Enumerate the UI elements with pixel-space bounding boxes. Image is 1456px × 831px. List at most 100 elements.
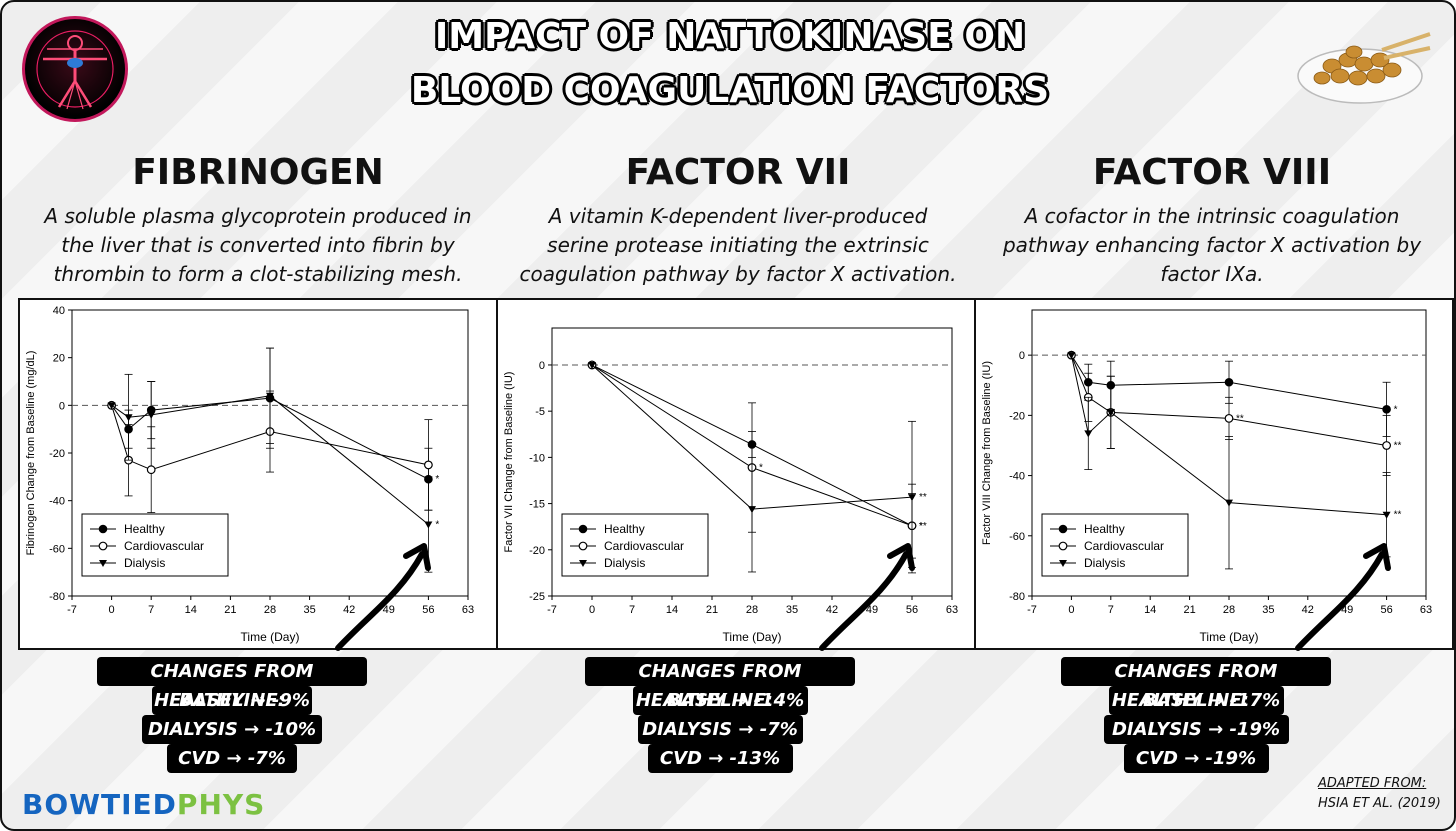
x-tick-label: 21 xyxy=(224,604,236,616)
curved-arrow-icon xyxy=(819,543,915,651)
y-tick-label: -40 xyxy=(1009,471,1025,483)
title-line-2: BLOOD COAGULATION FACTORS xyxy=(410,70,1050,111)
legend-label: Dialysis xyxy=(124,556,165,570)
y-tick-label: -20 xyxy=(49,448,65,460)
description-line: the liver that is converted into fibrin … xyxy=(61,233,455,257)
x-axis-label: Time (Day) xyxy=(1200,630,1259,644)
changes-cvd: CVD → -7% xyxy=(167,744,297,773)
changes-header: CHANGES FROM BASELINE: xyxy=(1061,657,1331,711)
description-line: pathway enhancing factor X activation by xyxy=(1002,233,1422,257)
data-point-dialysis xyxy=(266,392,274,400)
x-axis-label: Time (Day) xyxy=(241,630,300,644)
y-tick-label: -60 xyxy=(49,543,65,555)
description-line: A cofactor in the intrinsic coagulation xyxy=(1024,204,1400,228)
factor-vii-changes-badge: CHANGES FROM BASELINE: HEALTHY → -14% DI… xyxy=(580,657,860,773)
y-tick-label: -5 xyxy=(535,406,545,418)
legend-marker xyxy=(98,524,108,534)
changes-header: CHANGES FROM BASELINE: xyxy=(97,657,367,711)
fibrinogen-changes-badge: CHANGES FROM BASELINE: HEALTHY → -9% DIA… xyxy=(92,657,372,773)
x-tick-label: 63 xyxy=(462,604,474,616)
legend-label: Dialysis xyxy=(604,556,645,570)
changes-header: CHANGES FROM BASELINE: xyxy=(585,657,855,711)
description-line: A vitamin K-dependent liver-produced xyxy=(548,204,928,228)
data-point-healthy xyxy=(1382,405,1391,414)
brand-part-1: BOWTIED xyxy=(22,788,177,821)
x-tick-label: 56 xyxy=(906,604,918,616)
description-line: factor IXa. xyxy=(1160,262,1264,286)
legend-label: Cardiovascular xyxy=(604,539,684,553)
factor-viii-description: A cofactor in the intrinsic coagulation … xyxy=(972,202,1452,289)
factor-vii-description: A vitamin K-dependent liver-produced ser… xyxy=(498,202,978,289)
data-point-dialysis xyxy=(748,506,756,514)
brand-part-2: PHYS xyxy=(176,788,266,821)
attribution-label: ADAPTED FROM: xyxy=(1318,776,1427,791)
factor-viii-changes-badge: CHANGES FROM BASELINE: HEALTHY → -17% DI… xyxy=(1056,657,1336,773)
attribution: ADAPTED FROM: HSIA ET AL. (2019) xyxy=(1318,774,1448,814)
data-point-cardiovascular xyxy=(424,460,433,470)
y-tick-label: 0 xyxy=(1019,350,1025,362)
x-tick-label: -7 xyxy=(1027,604,1037,616)
x-tick-label: 35 xyxy=(786,604,798,616)
legend-marker xyxy=(578,541,588,551)
x-tick-label: -7 xyxy=(67,604,77,616)
x-tick-label: -7 xyxy=(547,604,557,616)
data-point-dialysis xyxy=(424,521,433,529)
changes-cvd: CVD → -13% xyxy=(647,744,793,773)
x-tick-label: 7 xyxy=(148,604,154,616)
x-axis-label: Time (Day) xyxy=(723,630,782,644)
data-point-dialysis xyxy=(147,411,156,419)
y-tick-label: -20 xyxy=(529,545,545,557)
data-point-cardiovascular xyxy=(1382,441,1392,450)
fibrinogen-heading: FIBRINOGEN xyxy=(132,152,384,193)
changes-healthy: HEALTHY → -14% xyxy=(632,686,808,715)
x-tick-label: 35 xyxy=(303,604,315,616)
x-tick-label: 7 xyxy=(629,604,635,616)
x-tick-label: 14 xyxy=(1144,604,1156,616)
significance-marker: ** xyxy=(1236,413,1244,424)
brand-logo: BOWTIEDPHYS xyxy=(22,788,265,821)
x-tick-label: 56 xyxy=(1380,604,1392,616)
description-line: A soluble plasma glycoprotein produced i… xyxy=(44,204,472,228)
changes-healthy: HEALTHY → -17% xyxy=(1108,686,1284,715)
x-tick-label: 14 xyxy=(185,604,197,616)
legend-label: Cardiovascular xyxy=(124,539,204,553)
attribution-source: HSIA ET AL. (2019) xyxy=(1318,796,1441,811)
significance-marker: * xyxy=(1394,404,1398,415)
x-tick-label: 28 xyxy=(1223,604,1235,616)
y-tick-label: -20 xyxy=(1009,410,1025,422)
legend-label: Healthy xyxy=(604,522,645,536)
y-tick-label: -40 xyxy=(49,496,65,508)
anatomy-logo-icon xyxy=(22,16,128,122)
x-tick-label: 28 xyxy=(264,604,276,616)
fibrinogen-chart: -7 0 7 14 21 28 35 42 49 56 63 -80 -60 -40 -20 0 20 40 Tim… xyxy=(25,305,474,644)
factor-vii-chart: -7 0 7 14 21 28 35 42 49 56 63 -25 -20 -15 -10 -5 0 Time … xyxy=(503,327,958,644)
data-point-dialysis xyxy=(124,414,133,422)
legend-marker xyxy=(98,541,108,551)
x-tick-label: 21 xyxy=(706,604,718,616)
y-tick-label: -15 xyxy=(529,499,545,511)
y-tick-label: 0 xyxy=(59,400,65,412)
significance-marker: ** xyxy=(919,492,927,503)
data-point-healthy xyxy=(1224,377,1234,387)
significance-marker: * xyxy=(759,463,763,474)
x-tick-label: 42 xyxy=(1302,604,1314,616)
description-line: thrombin to form a clot-stabilizing mesh… xyxy=(53,262,463,286)
legend-label: Dialysis xyxy=(1084,556,1125,570)
x-tick-label: 0 xyxy=(589,604,595,616)
legend-marker xyxy=(579,560,587,567)
factor-viii-chart-panel: -7 0 7 14 21 28 35 42 49 56 63 -80 -60 -40 -20 0 Time (D… xyxy=(974,298,1454,650)
significance-marker: ** xyxy=(1394,440,1402,451)
fibrinogen-description: A soluble plasma glycoprotein produced i… xyxy=(18,202,498,289)
significance-marker: ** xyxy=(1394,510,1402,521)
description-line: serine protease initiating the extrinsic xyxy=(547,233,929,257)
y-tick-label: 40 xyxy=(53,305,65,317)
x-tick-label: 63 xyxy=(1420,604,1432,616)
x-tick-label: 35 xyxy=(1262,604,1274,616)
legend-label: Healthy xyxy=(124,522,165,536)
changes-dialysis: DIALYSIS → -19% xyxy=(1103,715,1289,744)
description-line: coagulation pathway by factor X activati… xyxy=(519,262,957,286)
x-tick-label: 63 xyxy=(946,604,958,616)
y-tick-label: -25 xyxy=(529,591,545,603)
